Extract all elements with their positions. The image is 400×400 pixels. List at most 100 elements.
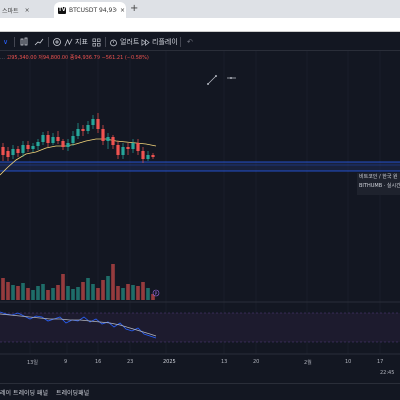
candle-body — [56, 137, 60, 141]
volume-bar — [61, 274, 65, 300]
time-axis-label: 16 — [95, 359, 102, 365]
volume-bar — [146, 288, 150, 300]
browser-tab-title: BTCUSDT 94,936.80 ▼ −0.58% — [69, 6, 117, 14]
chart-toolbar: ∨ 지표 얼러트 리플레이 ↶ — [0, 33, 400, 51]
candle-body — [1, 147, 5, 155]
templates-grid-icon[interactable] — [92, 33, 101, 51]
trading-panel-tab-secondary[interactable]: 트레이딩패널 — [56, 390, 90, 397]
volume-bar — [21, 283, 25, 300]
compare-plus-icon[interactable] — [52, 33, 62, 51]
symbol-name: 비트코인 / 한국 원 — [359, 174, 398, 180]
candle-body — [81, 129, 85, 131]
volume-bar — [151, 294, 155, 300]
candle-body — [116, 145, 120, 155]
volume-bar — [86, 278, 90, 300]
volume-bar — [66, 286, 70, 300]
volume-bar — [11, 285, 15, 300]
candle-body — [31, 146, 35, 149]
oscillator-signal-line — [0, 313, 157, 337]
indicators-button[interactable]: 지표 — [64, 33, 88, 51]
chart-grid — [29, 51, 381, 354]
chevron-down-icon[interactable]: ∨ — [3, 38, 9, 46]
candle-body — [41, 135, 45, 142]
volume-bar — [96, 288, 100, 300]
volume-bar — [6, 282, 10, 300]
candle-body — [46, 135, 50, 143]
bar-style-icon[interactable] — [19, 33, 29, 51]
volume-bar — [31, 290, 35, 300]
close-icon[interactable]: × — [24, 6, 30, 14]
candle-body — [106, 137, 110, 141]
candle-body — [51, 137, 55, 143]
candle-body — [11, 149, 15, 155]
volume-bar — [106, 276, 110, 300]
volume-series — [1, 264, 155, 300]
volume-bar — [51, 288, 55, 300]
new-tab-button[interactable]: + — [130, 3, 139, 14]
drawing-handle[interactable] — [207, 83, 209, 85]
time-axis-label: 9 — [64, 359, 68, 365]
candlestick-series — [1, 113, 155, 163]
price-range-highlight — [0, 162, 400, 171]
time-axis-label: 10 — [345, 359, 352, 365]
volume-bar — [141, 282, 145, 300]
volume-bar — [71, 289, 75, 300]
volume-bar — [81, 282, 85, 300]
trendline-drawing[interactable] — [207, 75, 217, 85]
drawing-handle[interactable] — [215, 75, 217, 77]
browser-tab-active[interactable]: TV BTCUSDT 94,936.80 ▼ −0.58% × — [54, 2, 126, 18]
undo-icon[interactable]: ↶ — [187, 38, 193, 46]
time-axis-label: 20 — [253, 359, 260, 365]
time-axis-label: 17 — [377, 359, 384, 365]
candle-body — [76, 129, 80, 136]
alert-label: 얼러트 — [120, 38, 140, 46]
replay-button[interactable]: 리플레이 — [141, 33, 178, 51]
candle-body — [111, 137, 115, 145]
candle-body — [131, 143, 135, 149]
toolbar-divider — [180, 37, 181, 47]
chart-type-icon[interactable] — [34, 33, 44, 51]
candle-body — [101, 129, 105, 141]
indicators-label: 지표 — [75, 38, 88, 46]
candle-body — [36, 142, 40, 146]
price-chart[interactable]: P — [0, 51, 400, 383]
candle-body — [71, 136, 75, 143]
close-icon[interactable]: × — [120, 6, 126, 14]
legend-high: 고95,340.00 — [6, 55, 37, 61]
volume-bar — [126, 284, 130, 300]
symbol-exchange: BITHUMB · 실시간 — [359, 183, 400, 189]
time-axis-label: 13 — [221, 359, 228, 365]
alarm-clock-icon — [110, 39, 117, 46]
toolbar-divider — [14, 37, 15, 47]
pane-badge-icon[interactable] — [152, 289, 160, 297]
legend-change: −561.21 (−0.58%) — [101, 55, 149, 61]
volume-bar — [46, 290, 50, 300]
candle-body — [16, 149, 20, 153]
legend-low: 저94,800.00 — [38, 55, 69, 61]
candle-body — [121, 147, 125, 155]
volume-bar — [91, 284, 95, 300]
volume-bar — [131, 285, 135, 300]
volume-bar — [16, 286, 20, 300]
indicators-icon — [64, 38, 73, 46]
pane-badge-letter: P — [155, 291, 158, 296]
volume-bar — [36, 286, 40, 300]
candle-body — [151, 155, 155, 157]
trading-panel-tab[interactable]: 레이 트레이딩 패널 — [0, 390, 48, 397]
volume-bar — [121, 288, 125, 300]
alert-button[interactable]: 얼러트 — [109, 33, 139, 51]
bottom-panel-bar: 레이 트레이딩 패널 트레이딩패널 — [0, 383, 400, 400]
ohlc-legend: … 고95,340.00 저94,800.00 종94,936.79 −561.… — [0, 54, 149, 61]
toolbar-divider — [48, 37, 49, 47]
symbol-info-tooltip: 비트코인 / 한국 원 BITHUMB · 실시간 — [357, 173, 400, 195]
time-axis-label: 23 — [127, 359, 134, 365]
candle-body — [126, 147, 130, 149]
candle-body — [91, 119, 95, 125]
browser-tab-bar: 스마트 × TV BTCUSDT 94,936.80 ▼ −0.58% × + — [0, 0, 400, 18]
drawing-handle[interactable] — [230, 77, 232, 79]
volume-bar — [56, 285, 60, 300]
volume-bar — [136, 286, 140, 300]
browser-tab-previous[interactable]: 스마트 × — [0, 2, 52, 18]
time-axis-label: 2025 — [163, 359, 176, 365]
address-bar[interactable] — [0, 18, 400, 32]
